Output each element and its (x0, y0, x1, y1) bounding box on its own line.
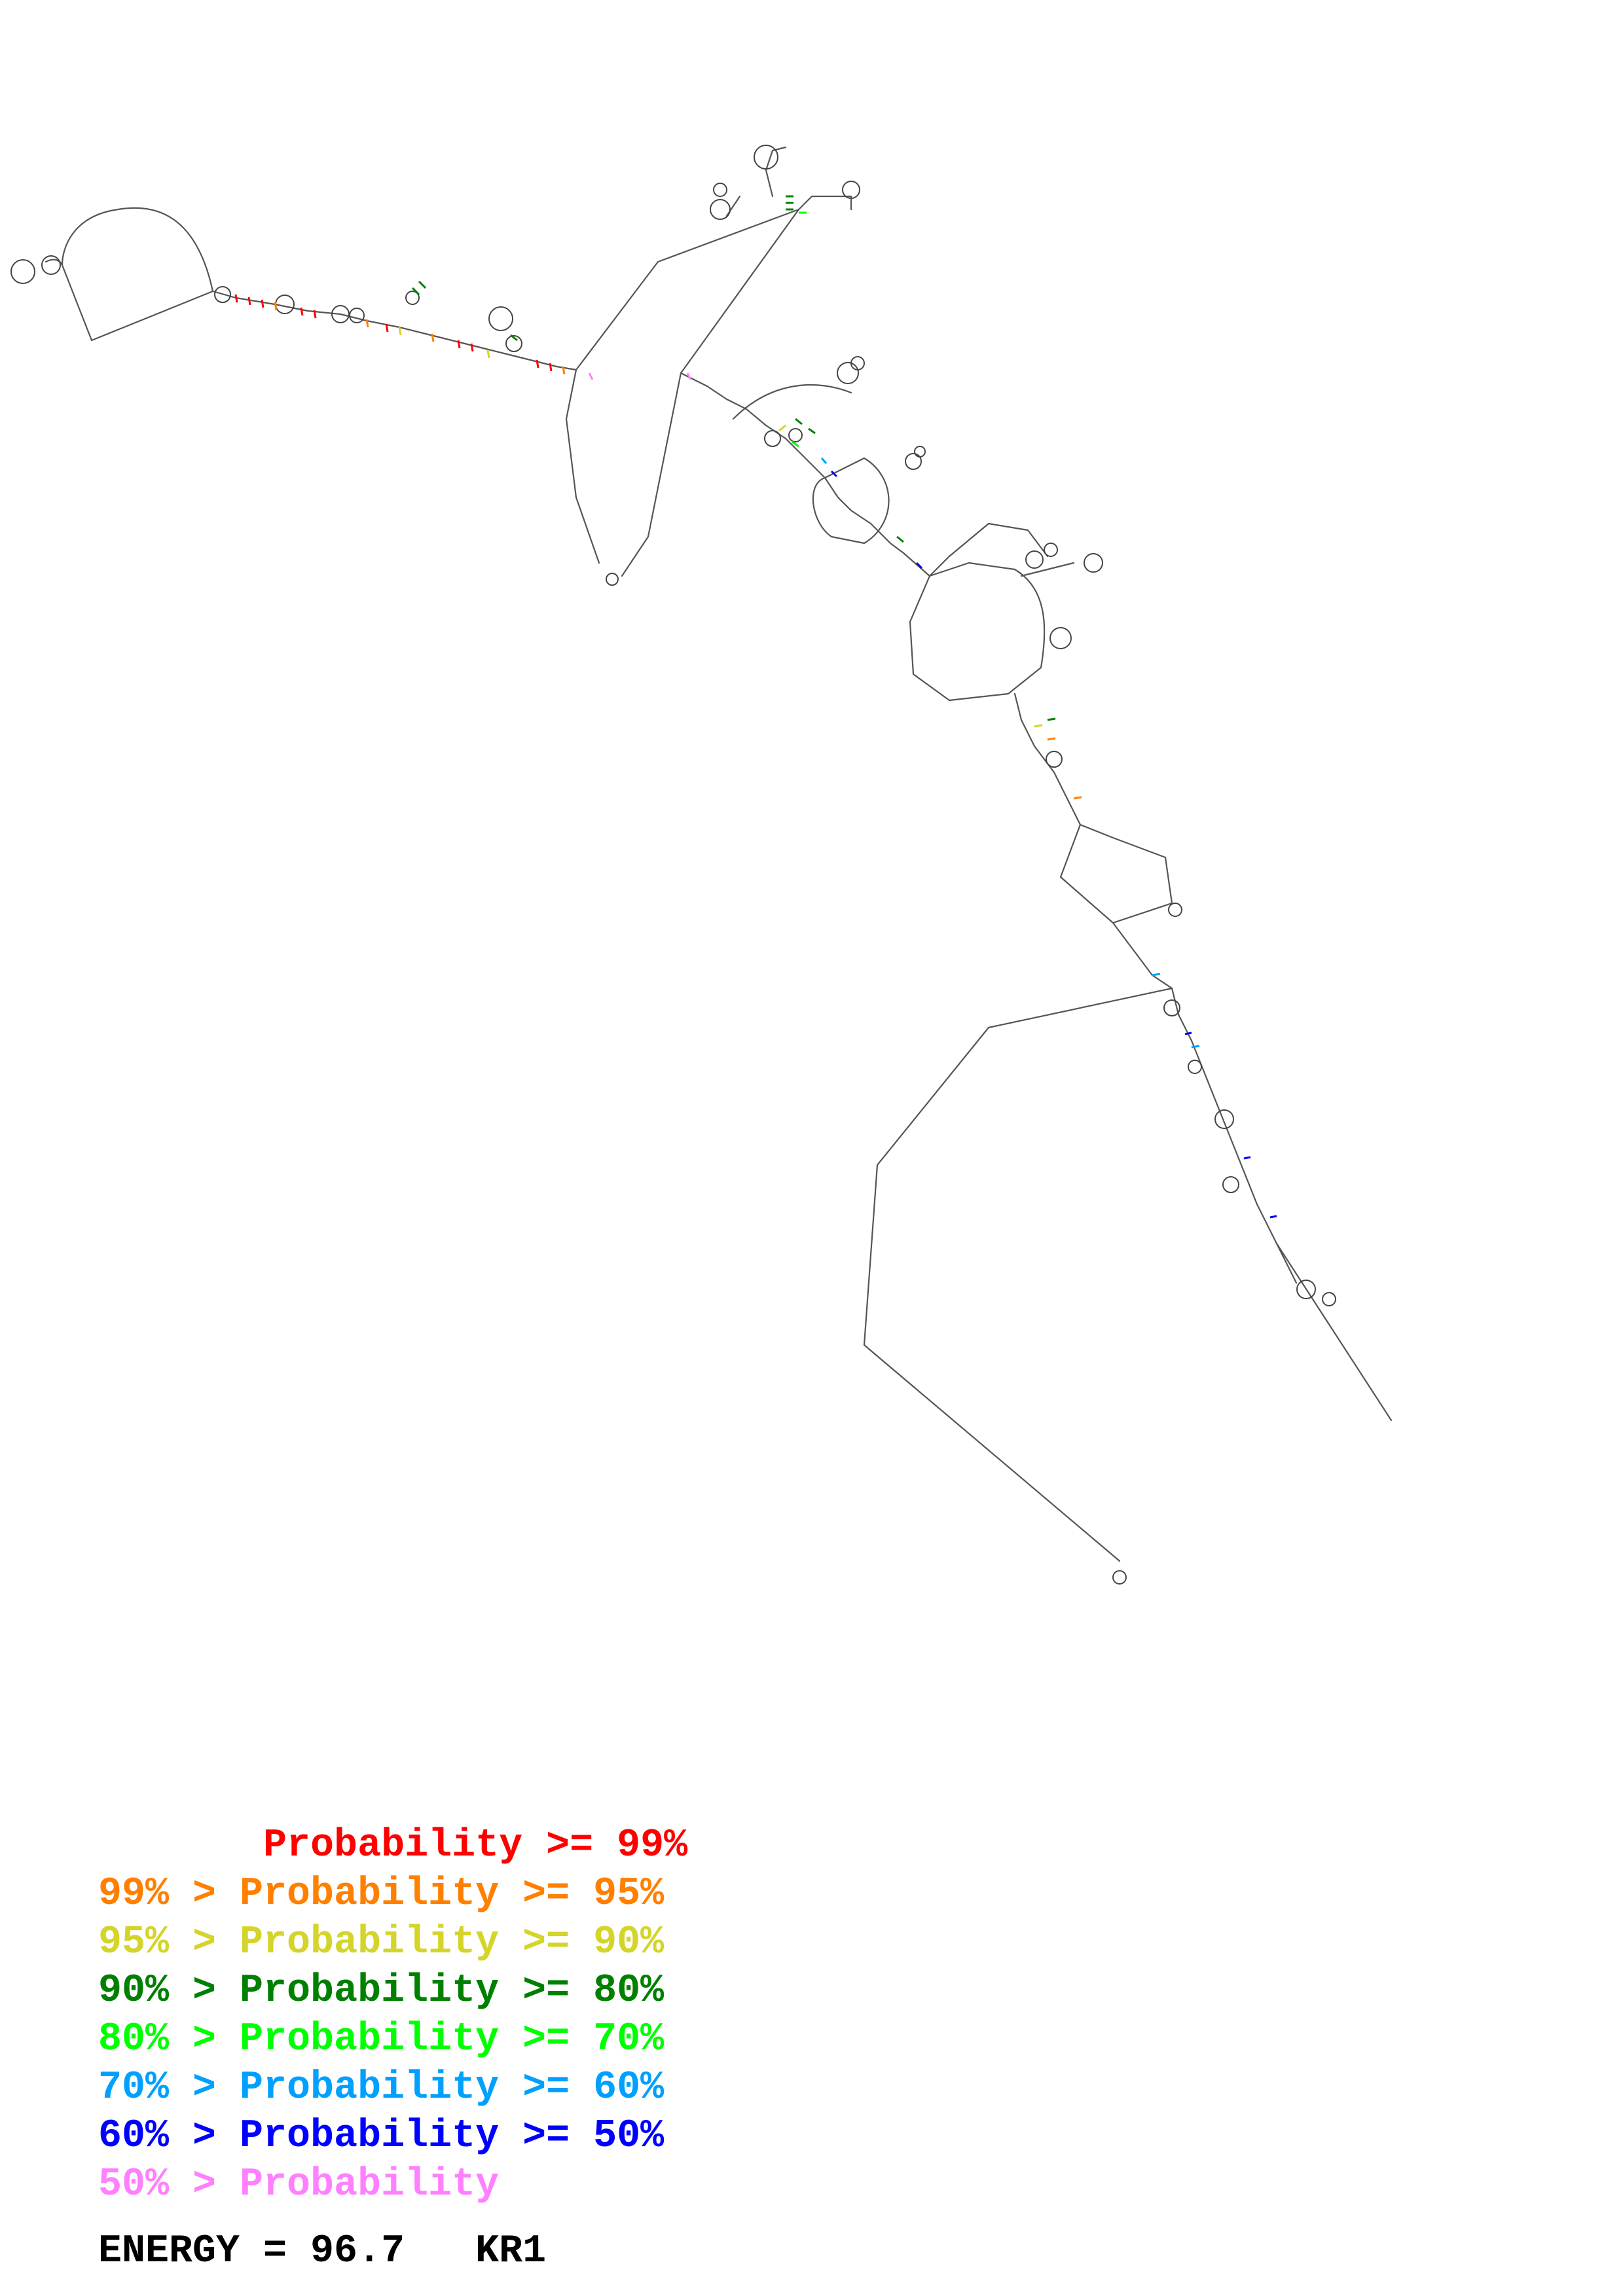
structure-backbone (45, 146, 1393, 1562)
legend-row: 99% > Probability >= 95% (98, 1872, 665, 1916)
legend-row: 60% > Probability >= 50% (98, 2114, 665, 2159)
legend-row: 80% > Probability >= 70% (98, 2017, 665, 2062)
helix-base-pairs (234, 195, 1277, 1219)
legend-row: Probability >= 99% (98, 1823, 688, 1868)
legend-row: 50% > Probability (98, 2162, 500, 2207)
legend-row: 95% > Probability >= 90% (98, 1920, 665, 1965)
legend-row: 70% > Probability >= 60% (98, 2066, 665, 2110)
legend-row: 90% > Probability >= 80% (98, 1969, 665, 2013)
hairpin-loops (10, 145, 1336, 1585)
rna-secondary-structure (10, 145, 1393, 1585)
energy-label: ENERGY = 96.7 KR1 (98, 2229, 547, 2274)
